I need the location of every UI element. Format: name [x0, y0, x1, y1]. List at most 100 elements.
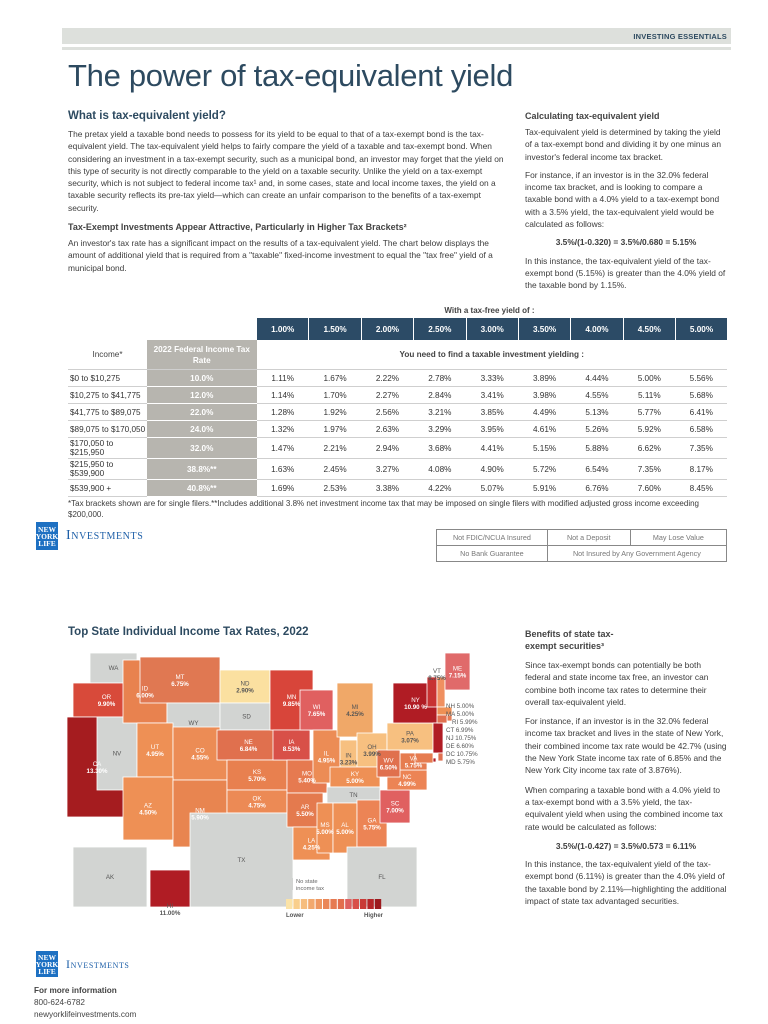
intro-body: The pretax yield a taxable bond needs to…	[68, 129, 504, 213]
yield-cell: 3.38%	[361, 479, 414, 497]
state-mt	[139, 656, 221, 704]
yield-cell: 7.35%	[675, 437, 727, 459]
legend-lower-label: Lower	[286, 913, 304, 919]
calc-p2: For instance, if an investor is in the 3…	[525, 169, 720, 230]
yield-cell: 5.77%	[623, 403, 676, 421]
benefits-formula: 3.5%/(1-0.427) = 3.5%/0.573 = 6.11%	[555, 840, 697, 851]
state-label-wv: WV 6.50%	[380, 758, 398, 772]
state-label-ar: AR 5.50%	[296, 804, 314, 818]
disclosure: Not a Deposit	[546, 529, 631, 546]
state-label-co: CO 4.55%	[191, 748, 209, 762]
section-label: INVESTING ESSENTIALS	[633, 32, 727, 41]
sub-header-row: Income* 2022 Federal Income Tax Rate You…	[68, 340, 727, 370]
state-label-wa: WA	[109, 665, 120, 672]
state-nj	[432, 722, 444, 754]
disclosure: Not Insured by Any Government Agency	[546, 545, 728, 562]
state-label-al: AL 5.00%	[336, 822, 354, 836]
state-label-wy: WY	[189, 720, 199, 727]
yield-cell: 2.94%	[361, 437, 414, 459]
yield-cell: 5.88%	[570, 437, 624, 459]
income-cell: $0 to $10,275	[68, 369, 147, 387]
table-row: $170,050 to $215,950 32.0% 1.47% 2.21% 2.94…	[68, 437, 727, 459]
yield-cell: 5.91%	[518, 479, 571, 497]
state-fl	[346, 846, 418, 908]
state-label-il: IL 4.95%	[318, 751, 336, 765]
yield-cell: 4.41%	[466, 437, 519, 459]
yield-cell: 2.56%	[361, 403, 414, 421]
state-label-nh: NH 5.00%	[446, 703, 475, 710]
legend-scale-swatch	[330, 899, 337, 909]
state-az	[122, 776, 174, 841]
yield-cell: 1.11%	[256, 369, 309, 387]
yield-cell: 1.63%	[256, 458, 309, 480]
state-ak	[72, 846, 148, 908]
income-cell: $89,075 to $170,050	[68, 420, 147, 438]
map-title: Top State Individual Income Tax Rates, 2…	[68, 626, 309, 638]
legend-scale-swatch	[323, 899, 330, 909]
state-label-sd: SD	[242, 714, 251, 721]
table-row: $215,950 to $539,900 38.8%** 1.63% 2.45% 3.…	[68, 458, 727, 480]
yield-cell: 5.56%	[675, 369, 727, 387]
calc-p1: Tax-equivalent yield is determined by ta…	[525, 127, 722, 162]
footer-contact: For more information 800-624-6782 newyor…	[34, 985, 136, 1021]
state-label-mt: MT 6.75%	[171, 674, 189, 688]
yield-cell: 3.27%	[361, 458, 414, 480]
yield-col-header: 1.00%	[255, 318, 309, 340]
legend-scale-swatch	[337, 899, 345, 909]
table-row: $0 to $10,275 10.0% 1.11% 1.67% 2.22% 2.78% 3…	[68, 369, 727, 387]
yield-cell: 1.97%	[308, 420, 362, 438]
yield-cell: 3.41%	[466, 386, 519, 404]
state-label-az: AZ 4.50%	[139, 803, 157, 817]
yield-cell: 6.62%	[623, 437, 676, 459]
yield-col-header: 3.00%	[465, 318, 519, 340]
yield-cell: 3.95%	[466, 420, 519, 438]
yield-cell: 2.53%	[308, 479, 362, 497]
yield-col-header: 2.00%	[360, 318, 414, 340]
yield-cell: 4.61%	[518, 420, 571, 438]
legend-scale-swatch	[367, 899, 374, 909]
yield-cell: 5.00%	[623, 369, 676, 387]
state-label-or: OR 9.90%	[98, 694, 116, 708]
yield-cell: 5.72%	[518, 458, 571, 480]
state-label-ne: NE 6.84%	[240, 739, 258, 753]
income-cell: $10,275 to $41,775	[68, 386, 147, 404]
state-label-sc: SC 7.00%	[386, 801, 404, 815]
rate-cell: 24.0%	[147, 420, 257, 438]
rate-cell: 22.0%	[147, 403, 257, 421]
income-cell: $170,050 to $215,950	[68, 437, 147, 459]
yield-cell: 3.85%	[466, 403, 519, 421]
state-de	[437, 752, 444, 762]
state-wi	[299, 689, 334, 731]
intro-section: What is tax-equivalent yield? The pretax…	[68, 110, 508, 274]
yield-cell: 5.68%	[675, 386, 727, 404]
disclosure-box: Not FDIC/NCUA Insured Not a Deposit May Lo…	[436, 529, 728, 562]
income-header: Income*	[68, 340, 147, 370]
yield-cell: 5.15%	[518, 437, 571, 459]
brackets-heading: Tax-Exempt Investments Appear Attractive…	[68, 222, 407, 233]
state-label-ms: MS 5.00%	[316, 822, 334, 836]
rate-cell: 10.0%	[147, 369, 257, 387]
state-ne	[216, 729, 281, 761]
benefits-p3: When comparing a taxable bond with a 4.0…	[525, 784, 723, 832]
legend-scale-swatch	[345, 899, 352, 909]
state-label-ga: GA 5.75%	[363, 818, 381, 832]
legend-scale-swatch	[293, 899, 300, 909]
state-nd	[219, 669, 271, 704]
state-label-va: VA 5.75%	[405, 756, 423, 770]
yield-cell: 6.41%	[675, 403, 727, 421]
yield-cell: 2.21%	[308, 437, 362, 459]
state-tx	[189, 812, 294, 908]
state-sc	[379, 789, 411, 824]
rate-cell: 38.8%**	[147, 458, 257, 480]
benefits-heading: Benefits of state tax-exempt securities³	[525, 629, 614, 651]
yield-cell: 3.89%	[518, 369, 571, 387]
yield-cell: 3.98%	[518, 386, 571, 404]
rate-cell: 40.8%**	[147, 479, 257, 497]
yield-cell: 1.70%	[308, 386, 362, 404]
yield-cell: 3.29%	[413, 420, 466, 438]
yield-cell: 3.68%	[413, 437, 466, 459]
yield-cell: 1.32%	[256, 420, 309, 438]
rate-cell: 32.0%	[147, 437, 257, 459]
website-link[interactable]: newyorklifeinvestments.com	[34, 1010, 137, 1019]
